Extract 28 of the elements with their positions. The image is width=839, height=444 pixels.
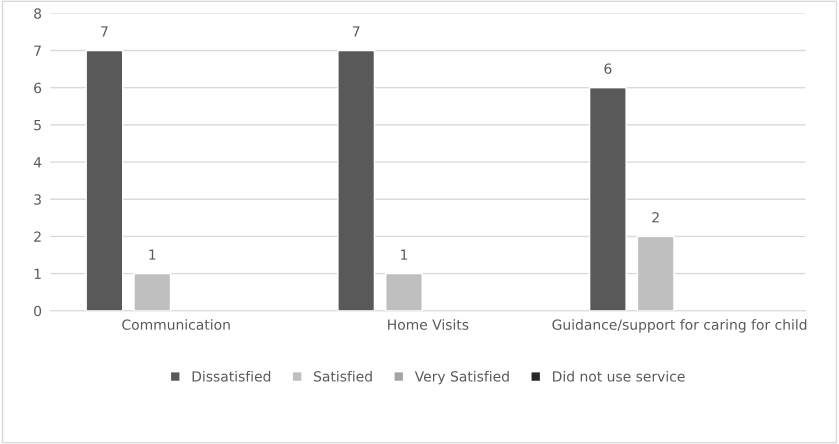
data-label: 1	[401, 249, 408, 260]
legend-label: Dissatisfied	[192, 370, 270, 382]
bar	[588, 86, 627, 311]
data-label: 6	[604, 63, 612, 74]
bar	[385, 272, 423, 311]
bar	[636, 236, 675, 311]
legend-label: Very Satisfied	[414, 370, 509, 384]
y-tick-label: 0	[34, 306, 42, 316]
y-tick-label: 2	[34, 231, 41, 242]
y-tick-label: 1	[34, 268, 41, 279]
x-tick-label: Communication	[122, 319, 230, 330]
legend-label: Satisfied	[314, 370, 372, 382]
y-tick-label: 6	[34, 82, 42, 94]
data-label: 1	[149, 249, 156, 260]
x-tick-label: Home Visits	[388, 319, 468, 330]
y-tick-label: 5	[34, 120, 41, 130]
x-tick-label: Guidance/support for caring for child	[552, 319, 806, 333]
y-tick-label: 4	[34, 157, 42, 168]
bar	[133, 272, 172, 311]
data-label: 2	[652, 212, 659, 222]
bar	[86, 50, 124, 311]
y-tick-label: 3	[34, 194, 41, 205]
data-label: 7	[101, 26, 108, 37]
y-tick-label: 7	[34, 46, 41, 56]
y-tick-label: 8	[34, 8, 42, 19]
data-label: 7	[352, 26, 360, 37]
legend-label: Did not use service	[553, 370, 685, 382]
bar	[337, 50, 376, 311]
